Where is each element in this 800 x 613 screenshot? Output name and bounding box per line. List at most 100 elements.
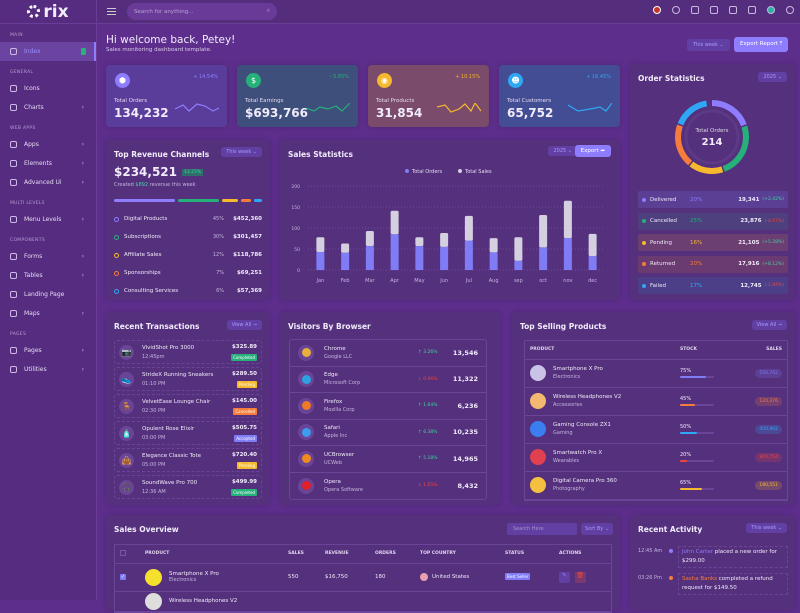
status-value: 17,916 (738, 261, 760, 267)
export-report-button[interactable]: Export Report ⤒ (734, 37, 789, 52)
year-select[interactable]: 2025 ⌄ (548, 146, 577, 156)
advanced-ui-icon (10, 179, 17, 186)
sidebar-item-label: Elements (24, 160, 52, 167)
channel-pct: 30% (212, 234, 224, 240)
delete-button[interactable]: 🗑 (574, 571, 586, 583)
select-all-checkbox[interactable] (120, 549, 126, 556)
transaction-item[interactable]: 👜 Elegance Classic Tote 05:00 PM $720.40 Pen… (114, 448, 262, 472)
transaction-item[interactable]: 🎧 SoundWave Pro 700 12:36 AM $499.99 Complet… (114, 475, 262, 499)
channel-dot-icon (114, 288, 119, 294)
period-select[interactable]: This week ⌄ (746, 523, 787, 533)
y-tick-label: 150 (291, 205, 300, 211)
sidebar: rix MAIN Index GENERAL Icons Charts › WEB APPS… (0, 0, 97, 600)
transaction-item[interactable]: 🧴 Opulent Rose Elixir 03:00 PM $505.75 Accep… (114, 421, 262, 445)
user-avatar[interactable] (767, 6, 775, 14)
x-tick-label: oct (539, 278, 547, 284)
donut-center-value: 214 (701, 137, 723, 148)
browser-change: ↓ 1.65% (418, 483, 438, 489)
sales-search-input[interactable]: Search Here (507, 523, 577, 535)
channel-dot-icon (114, 252, 119, 258)
activity-user-link[interactable]: Sasha Banks (682, 576, 718, 582)
period-select[interactable]: This week ⌄ (221, 147, 262, 157)
product-icon: 📷 (119, 345, 134, 360)
menu-toggle-icon[interactable] (107, 8, 116, 15)
fullscreen-icon[interactable] (729, 6, 737, 14)
search-input[interactable]: Search for anything... ⌕ (127, 3, 277, 20)
channel-amount: $452,360 (233, 216, 262, 222)
edit-button[interactable]: ✎ (559, 571, 570, 583)
period-select[interactable]: This week ⌄ (687, 39, 730, 51)
sidebar-item-pages[interactable]: Pages › (0, 341, 96, 360)
stock-progress (680, 488, 714, 490)
row-checkbox[interactable]: ✓ (120, 574, 126, 580)
transaction-item[interactable]: 📷 VividShot Pro 3000 12:45pm $325.89 Complet… (114, 340, 262, 364)
sidebar-item-icons[interactable]: Icons (0, 79, 96, 98)
table-row: Smartphone X Pro Electronics 75% 550,762 (525, 359, 787, 388)
x-tick-label: Jun (439, 278, 448, 284)
apps-icon (10, 141, 17, 148)
sales-statistics-card: Sales Statistics 2025 ⌄ Export ➦ Total O… (280, 140, 620, 300)
language-flag-icon[interactable] (653, 6, 661, 14)
col-header: STOCK (675, 341, 737, 360)
view-all-button[interactable]: View All → (751, 320, 787, 330)
sidebar-item-label: Apps (24, 141, 39, 148)
sort-by-select[interactable]: Sort By ⌄ (581, 523, 614, 535)
product-category: Gaming (553, 430, 573, 436)
utilities-icon (10, 366, 17, 373)
channel-row: Affiliate Sales 12% $118,786 (114, 246, 262, 264)
nav-badge (81, 48, 86, 55)
activity-user-link[interactable]: John Carter (682, 549, 713, 555)
view-all-button[interactable]: View All → (226, 320, 262, 330)
sales-bar-chart: Total Orders Total Sales 0 50 100 150 200 Jan Fe… (291, 169, 605, 284)
sidebar-item-label: Maps (24, 310, 40, 317)
product-icon: 🎧 (119, 480, 134, 495)
product-name: Wireless Headphones V2 (169, 598, 238, 604)
sidebar-item-charts[interactable]: Charts › (0, 98, 96, 117)
brand-logo[interactable]: rix (0, 0, 96, 24)
col-header: PRODUCT (140, 545, 283, 564)
sidebar-item-advanced-ui[interactable]: Advanced Ui › (0, 173, 96, 192)
sidebar-item-maps[interactable]: Maps › (0, 304, 96, 323)
chrome-icon (298, 344, 314, 361)
card-title: Order Statistics (638, 74, 705, 83)
bar-total-sales (514, 237, 523, 261)
recent-activity-card: Recent Activity This week ⌄ 12:45 Am John… (630, 515, 795, 610)
stat-label: Total Earnings (245, 98, 284, 104)
product-icon: 👜 (119, 453, 134, 468)
sidebar-item-index[interactable]: Index (0, 42, 96, 61)
page-subtitle: Sales monitoring dashboard template. (106, 47, 212, 53)
sidebar-item-elements[interactable]: Elements › (0, 154, 96, 173)
transaction-item[interactable]: 🪑 VelvetEase Lounge Chair 02:30 PM $145.00 C… (114, 394, 262, 418)
channel-name: Consulting Services (124, 288, 179, 294)
transaction-item[interactable]: 👟 StrideX Running Sneakers 01:10 PM $289.50… (114, 367, 262, 391)
sidebar-item-tables[interactable]: Tables › (0, 266, 96, 285)
card-title: Sales Overview (114, 525, 179, 534)
channel-row: Sponsorships 7% $69,251 (114, 264, 262, 282)
browser-change: ↑ 3.26% (418, 350, 438, 356)
safari-icon (298, 424, 314, 441)
settings-gear-icon[interactable] (786, 6, 794, 14)
donut-segment-pending (675, 100, 749, 174)
sidebar-item-apps[interactable]: Apps › (0, 135, 96, 154)
year-select[interactable]: 2025 ⌄ (758, 72, 787, 82)
stat-card-total-customers: ☻ + 16.45% Total Customers 65,752 (499, 65, 620, 127)
browser-change: ↑ 5.18% (418, 456, 438, 462)
stock-label: 45% (680, 396, 692, 402)
sidebar-item-menu-levels[interactable]: Menu Levels › (0, 210, 96, 229)
bar-total-sales (365, 230, 374, 247)
sidebar-item-forms[interactable]: Forms › (0, 247, 96, 266)
notification-bell-icon[interactable] (710, 6, 718, 14)
sidebar-item-utilities[interactable]: Utilities › (0, 360, 96, 379)
theme-toggle-icon[interactable] (672, 6, 680, 14)
channel-pct: 45% (212, 216, 224, 222)
apps-grid-icon[interactable] (748, 6, 756, 14)
status-badge: Pending (237, 381, 257, 388)
sidebar-item-landing-page[interactable]: Landing Page (0, 285, 96, 304)
export-button[interactable]: Export ➦ (574, 145, 611, 157)
users-icon: ☻ (508, 73, 523, 88)
browser-row: Safari Apple Inc ↑ 6.38% 10,235 (290, 420, 486, 446)
activity-text: placed a new order for $299.00 (682, 549, 777, 564)
messages-icon[interactable] (691, 6, 699, 14)
tables-icon (10, 272, 17, 279)
revenue-total: $234,521 (114, 165, 178, 179)
